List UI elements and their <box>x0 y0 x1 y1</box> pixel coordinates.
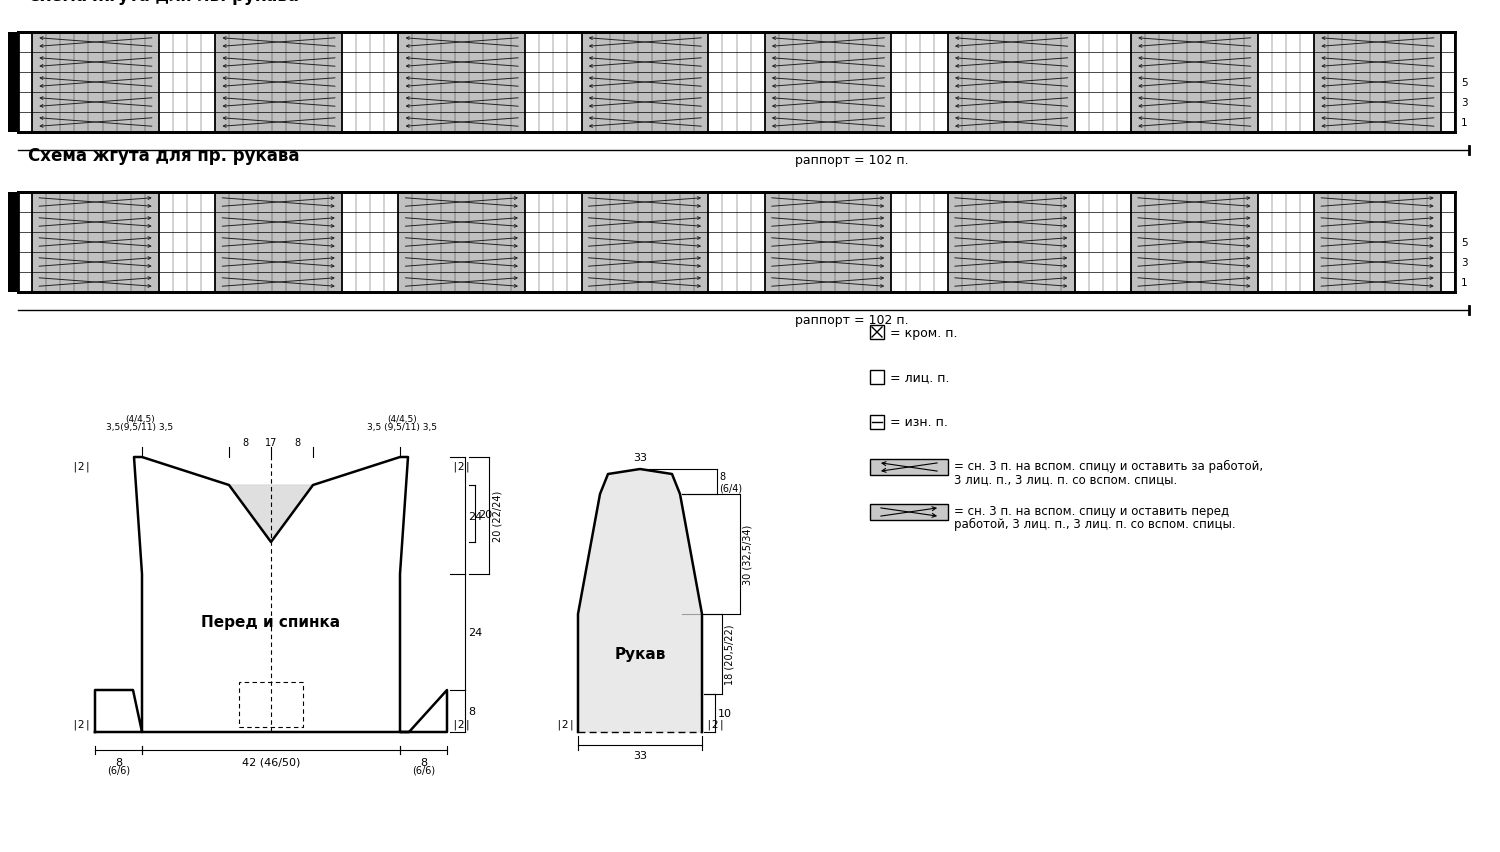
Text: раппорт = 102 п.: раппорт = 102 п. <box>795 154 909 167</box>
Text: 1: 1 <box>1461 278 1467 288</box>
Text: 18 (20,5/22): 18 (20,5/22) <box>724 624 735 684</box>
Bar <box>8 193 18 292</box>
Text: 8: 8 <box>116 757 122 767</box>
Bar <box>870 504 948 521</box>
Bar <box>948 193 1074 292</box>
Bar <box>870 416 883 429</box>
Text: 33: 33 <box>633 452 646 463</box>
Bar <box>1314 193 1442 292</box>
Bar <box>870 325 883 340</box>
Text: 8: 8 <box>468 706 476 717</box>
Text: 1: 1 <box>1461 118 1467 128</box>
Polygon shape <box>578 469 702 732</box>
Text: работой, 3 лиц. п., 3 лиц. п. со вспом. спицы.: работой, 3 лиц. п., 3 лиц. п. со вспом. … <box>954 517 1236 531</box>
Bar <box>870 371 883 384</box>
Text: 3: 3 <box>1461 98 1467 108</box>
Text: 5: 5 <box>1461 238 1467 248</box>
Text: |2|: |2| <box>452 718 471 729</box>
Text: 17: 17 <box>266 437 278 447</box>
Polygon shape <box>230 486 314 543</box>
Text: = сн. 3 п. на вспом. спицу и оставить за работой,: = сн. 3 п. на вспом. спицу и оставить за… <box>954 459 1263 473</box>
Bar <box>1131 33 1258 133</box>
Text: 33: 33 <box>633 750 646 760</box>
Text: 8: 8 <box>294 437 300 447</box>
Text: 3: 3 <box>1461 257 1467 268</box>
Text: 5: 5 <box>1461 78 1467 88</box>
Text: 30 (32,5/34): 30 (32,5/34) <box>742 524 753 584</box>
Bar <box>238 682 303 727</box>
Text: 3,5 (9,5/11) 3,5: 3,5 (9,5/11) 3,5 <box>368 423 436 431</box>
Text: |2|: |2| <box>705 718 726 729</box>
Text: 3,5(9,5/11) 3,5: 3,5(9,5/11) 3,5 <box>106 423 174 431</box>
Text: |2|: |2| <box>70 460 92 471</box>
Text: (4/4,5): (4/4,5) <box>124 415 154 423</box>
Text: Перед и спинка: Перед и спинка <box>201 613 340 629</box>
Bar <box>765 193 891 292</box>
Text: 20 (22/24): 20 (22/24) <box>492 490 502 542</box>
Bar <box>18 193 1455 292</box>
Bar <box>18 33 1455 133</box>
Bar <box>582 33 708 133</box>
Bar <box>8 33 18 133</box>
Bar <box>948 33 1074 133</box>
Text: 8
(6/4): 8 (6/4) <box>718 471 742 492</box>
Text: |2|: |2| <box>452 460 471 471</box>
Text: (6/6): (6/6) <box>413 765 435 775</box>
Bar <box>32 33 159 133</box>
Bar <box>765 33 891 133</box>
Bar <box>399 33 525 133</box>
Bar <box>870 459 948 475</box>
Text: 42 (46/50): 42 (46/50) <box>242 757 300 767</box>
Bar <box>1314 33 1442 133</box>
Text: = лиц. п.: = лиц. п. <box>890 371 950 384</box>
Text: 24: 24 <box>468 511 483 521</box>
Text: 20: 20 <box>478 509 492 519</box>
Text: 24: 24 <box>468 627 483 637</box>
Text: 8: 8 <box>420 757 428 767</box>
Text: 10: 10 <box>718 708 732 718</box>
Bar <box>18 33 1455 133</box>
Bar <box>399 193 525 292</box>
Bar <box>582 193 708 292</box>
Text: = сн. 3 п. на вспом. спицу и оставить перед: = сн. 3 п. на вспом. спицу и оставить пе… <box>954 504 1228 517</box>
Text: |2|: |2| <box>555 718 574 729</box>
Bar <box>32 193 159 292</box>
Text: Схема жгута для пр. рукава: Схема жгута для пр. рукава <box>28 147 300 164</box>
Text: = кром. п.: = кром. п. <box>890 326 957 339</box>
Text: (4/4,5): (4/4,5) <box>387 415 417 423</box>
Text: 3 лиц. п., 3 лиц. п. со вспом. спицы.: 3 лиц. п., 3 лиц. п. со вспом. спицы. <box>954 473 1178 486</box>
Bar <box>214 193 342 292</box>
Text: |2|: |2| <box>70 718 92 729</box>
Text: Рукав: Рукав <box>615 647 666 662</box>
Text: (6/6): (6/6) <box>106 765 130 775</box>
Text: 8: 8 <box>242 437 248 447</box>
Bar <box>214 33 342 133</box>
Text: = изн. п.: = изн. п. <box>890 416 948 429</box>
Bar <box>1131 193 1258 292</box>
Bar <box>18 193 1455 292</box>
Text: раппорт = 102 п.: раппорт = 102 п. <box>795 314 909 326</box>
Text: Схема жгута для лв. рукава: Схема жгута для лв. рукава <box>28 0 299 5</box>
